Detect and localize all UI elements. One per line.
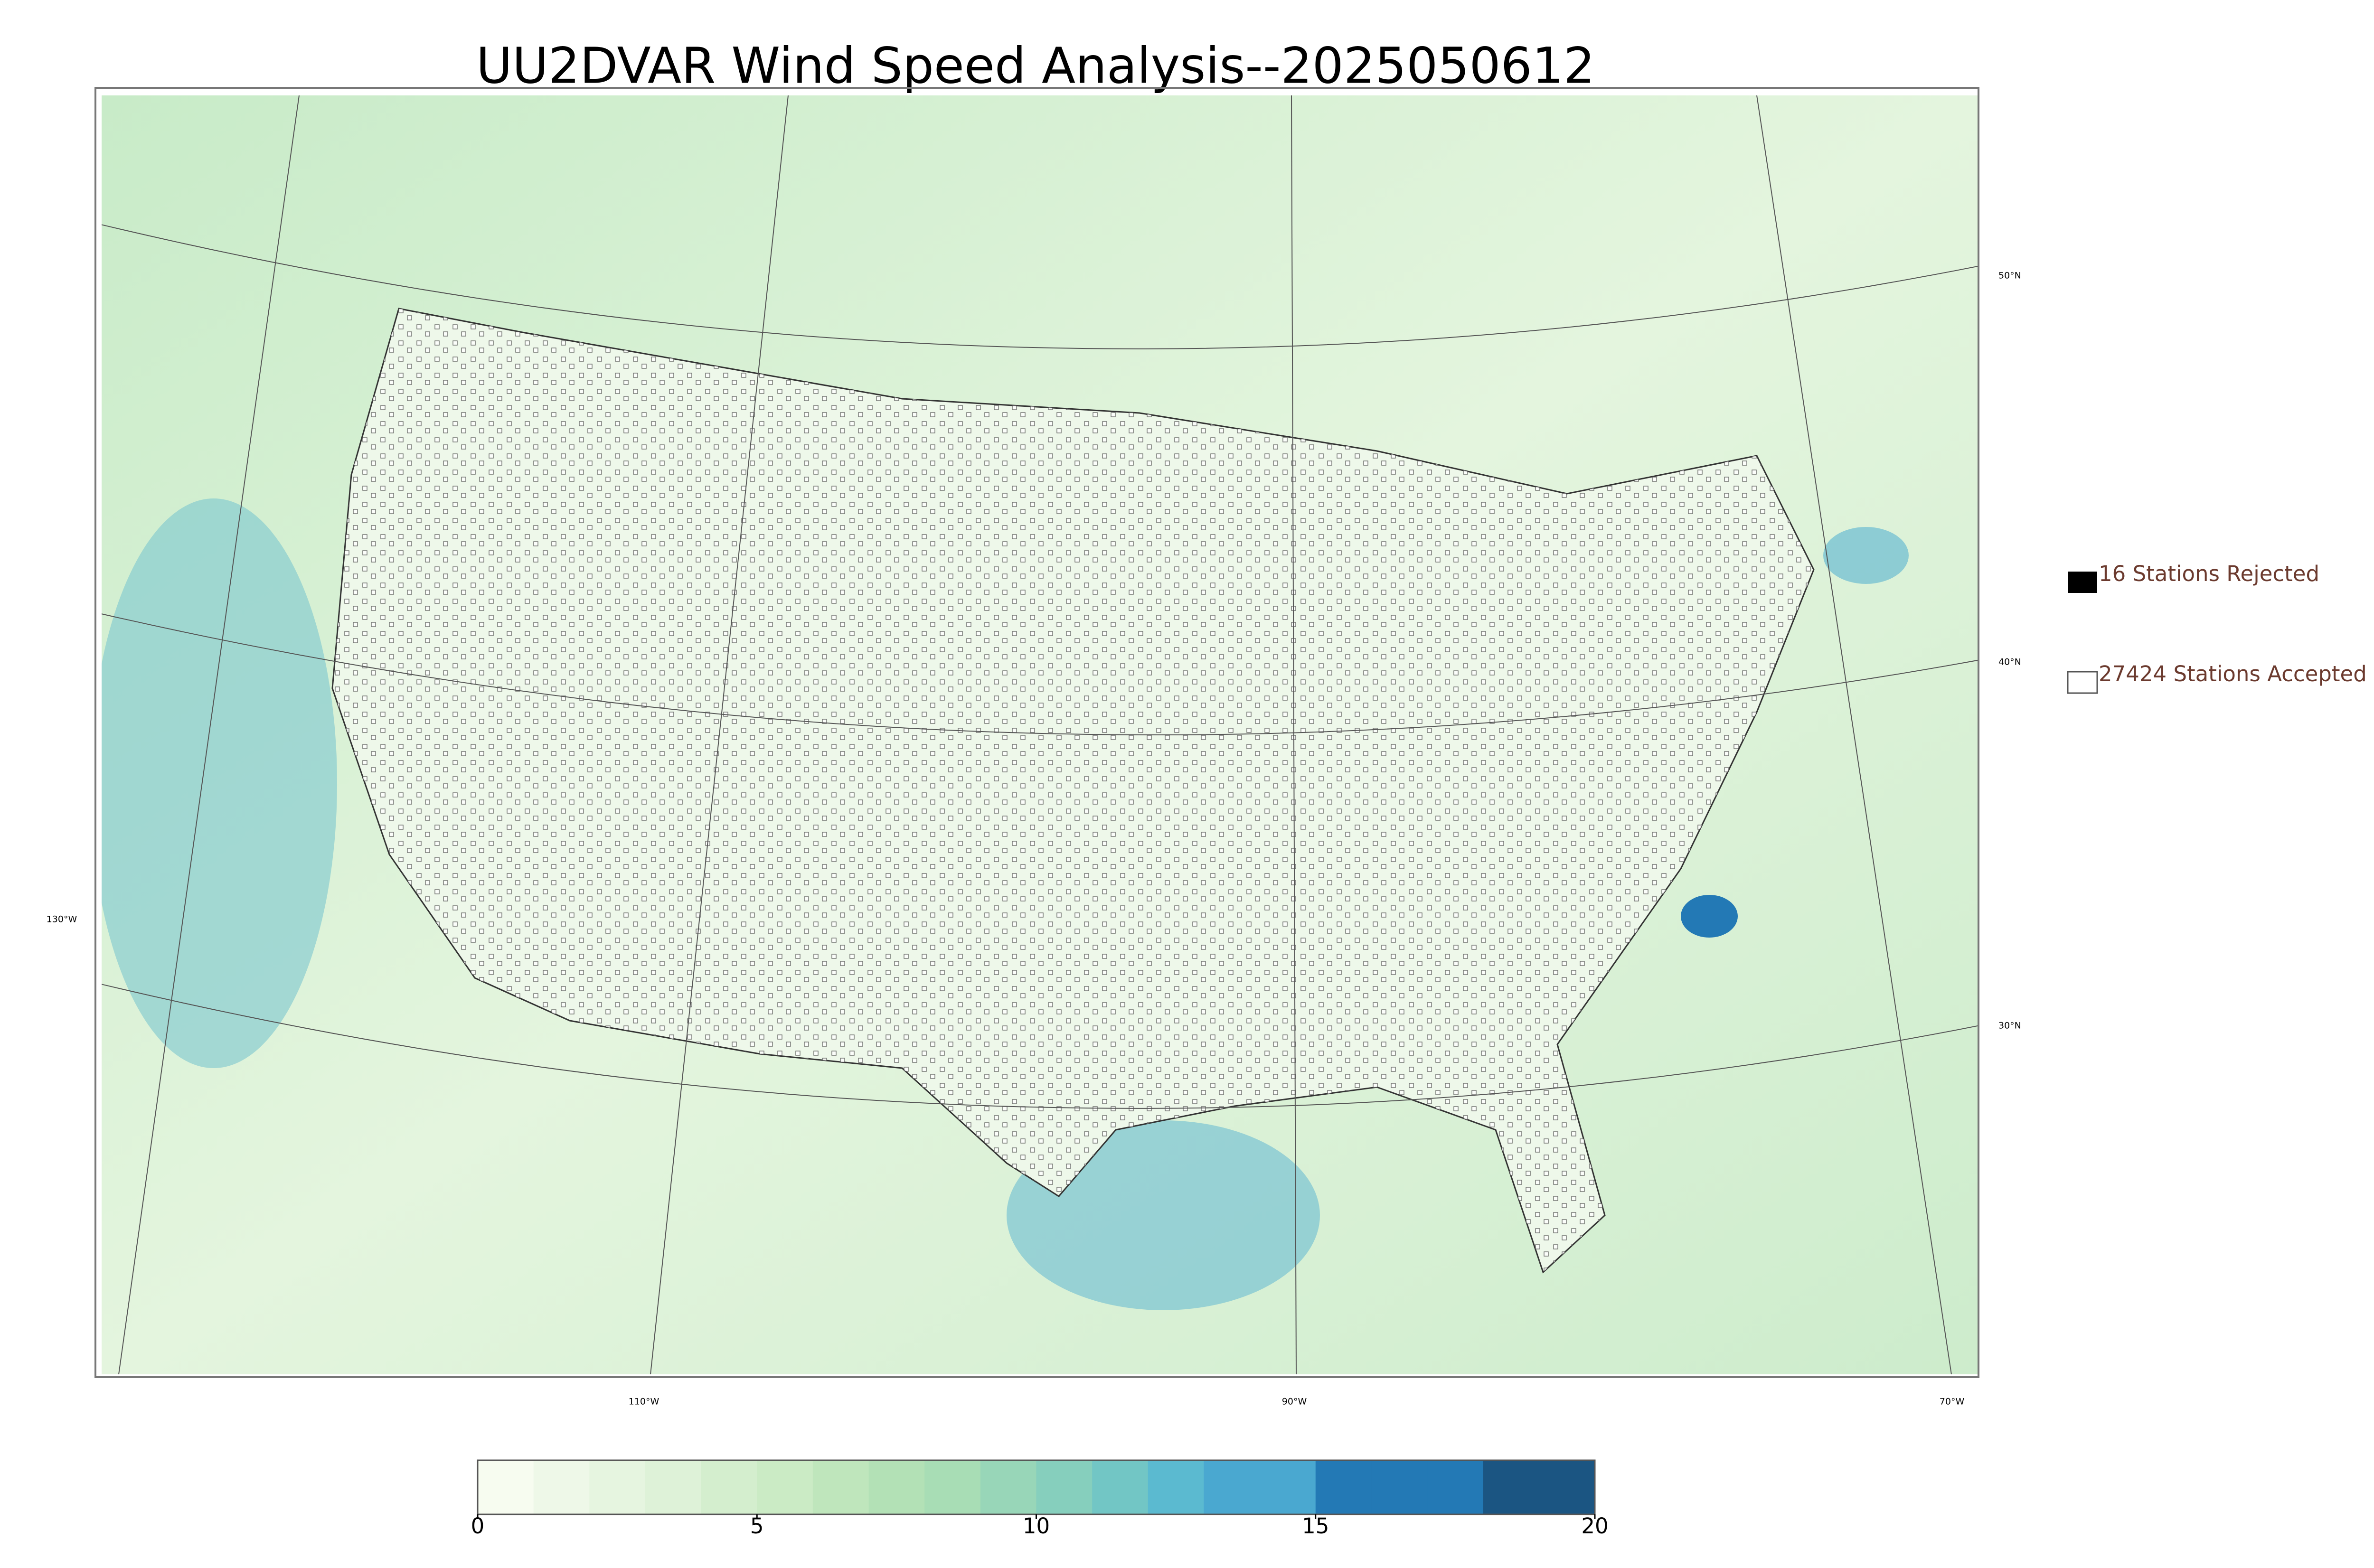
colorbar-tick-label: 20 — [1581, 1513, 1608, 1539]
title: UU2DVAR Wind Speed Analysis--2025050612 — [476, 37, 1595, 94]
lon-label: 130°W — [47, 914, 77, 925]
map-frame — [94, 87, 1979, 1378]
legend-rejected-swatch — [2068, 572, 2097, 593]
legend-rejected: 16 Stations Rejected — [2099, 561, 2319, 586]
colorbar-segment — [757, 1460, 813, 1514]
colorbar-segment — [1204, 1460, 1260, 1514]
wind-area — [1681, 895, 1738, 938]
colorbar-segment — [1260, 1460, 1316, 1514]
graticule — [102, 95, 1978, 1374]
colorbar-segment — [1036, 1460, 1093, 1514]
colorbar-tick-label: 10 — [1023, 1513, 1050, 1539]
wind-area — [1007, 1120, 1320, 1310]
colorbar-segment — [1539, 1460, 1595, 1514]
lon-label: 110°W — [629, 1397, 659, 1407]
colorbar-segment — [1483, 1460, 1540, 1514]
colorbar-segment — [589, 1460, 646, 1514]
lat-label: 40°N — [1998, 657, 2021, 667]
colorbar-tick-label: 15 — [1302, 1513, 1329, 1539]
colorbar-segment — [1315, 1460, 1372, 1514]
legend-accepted-swatch — [2067, 671, 2098, 694]
legend-accepted: 27424 Stations Accepted — [2099, 661, 2367, 686]
colorbar-segment — [1148, 1460, 1205, 1514]
colorbar-segment — [1092, 1460, 1149, 1514]
map — [102, 95, 1978, 1374]
colorbar-segment — [1427, 1460, 1484, 1514]
wind-area — [102, 498, 337, 1068]
colorbar-tick-label: 0 — [471, 1513, 485, 1539]
lon-label: 90°W — [1282, 1397, 1307, 1407]
colorbar-segment — [533, 1460, 590, 1514]
colorbar-segment — [645, 1460, 702, 1514]
wind-area — [1823, 527, 1909, 584]
stations — [332, 309, 1814, 1272]
colorbar-segment — [701, 1460, 758, 1514]
colorbar-segment — [924, 1460, 981, 1514]
colorbar-segment — [980, 1460, 1037, 1514]
colorbar: 0 5 10 15 20 — [471, 1459, 1609, 1539]
colorbar-segment — [478, 1460, 534, 1514]
colorbar-segment — [812, 1460, 869, 1514]
lon-label: 70°W — [1940, 1397, 1965, 1407]
colorbar-segment — [868, 1460, 925, 1514]
colorbar-segment — [1371, 1460, 1428, 1514]
lat-label: 50°N — [1998, 271, 2021, 281]
colorbar-tick-label: 5 — [750, 1513, 764, 1539]
lat-label: 30°N — [1998, 1021, 2021, 1031]
